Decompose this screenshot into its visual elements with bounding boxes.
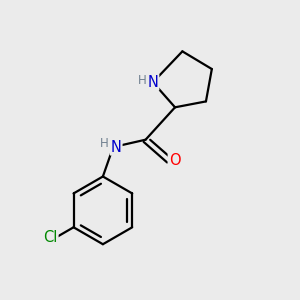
Text: H: H xyxy=(100,137,109,150)
Text: Cl: Cl xyxy=(43,230,58,245)
Text: N: N xyxy=(148,75,158,90)
Text: O: O xyxy=(169,153,180,168)
Text: N: N xyxy=(111,140,122,154)
Text: H: H xyxy=(137,74,146,87)
